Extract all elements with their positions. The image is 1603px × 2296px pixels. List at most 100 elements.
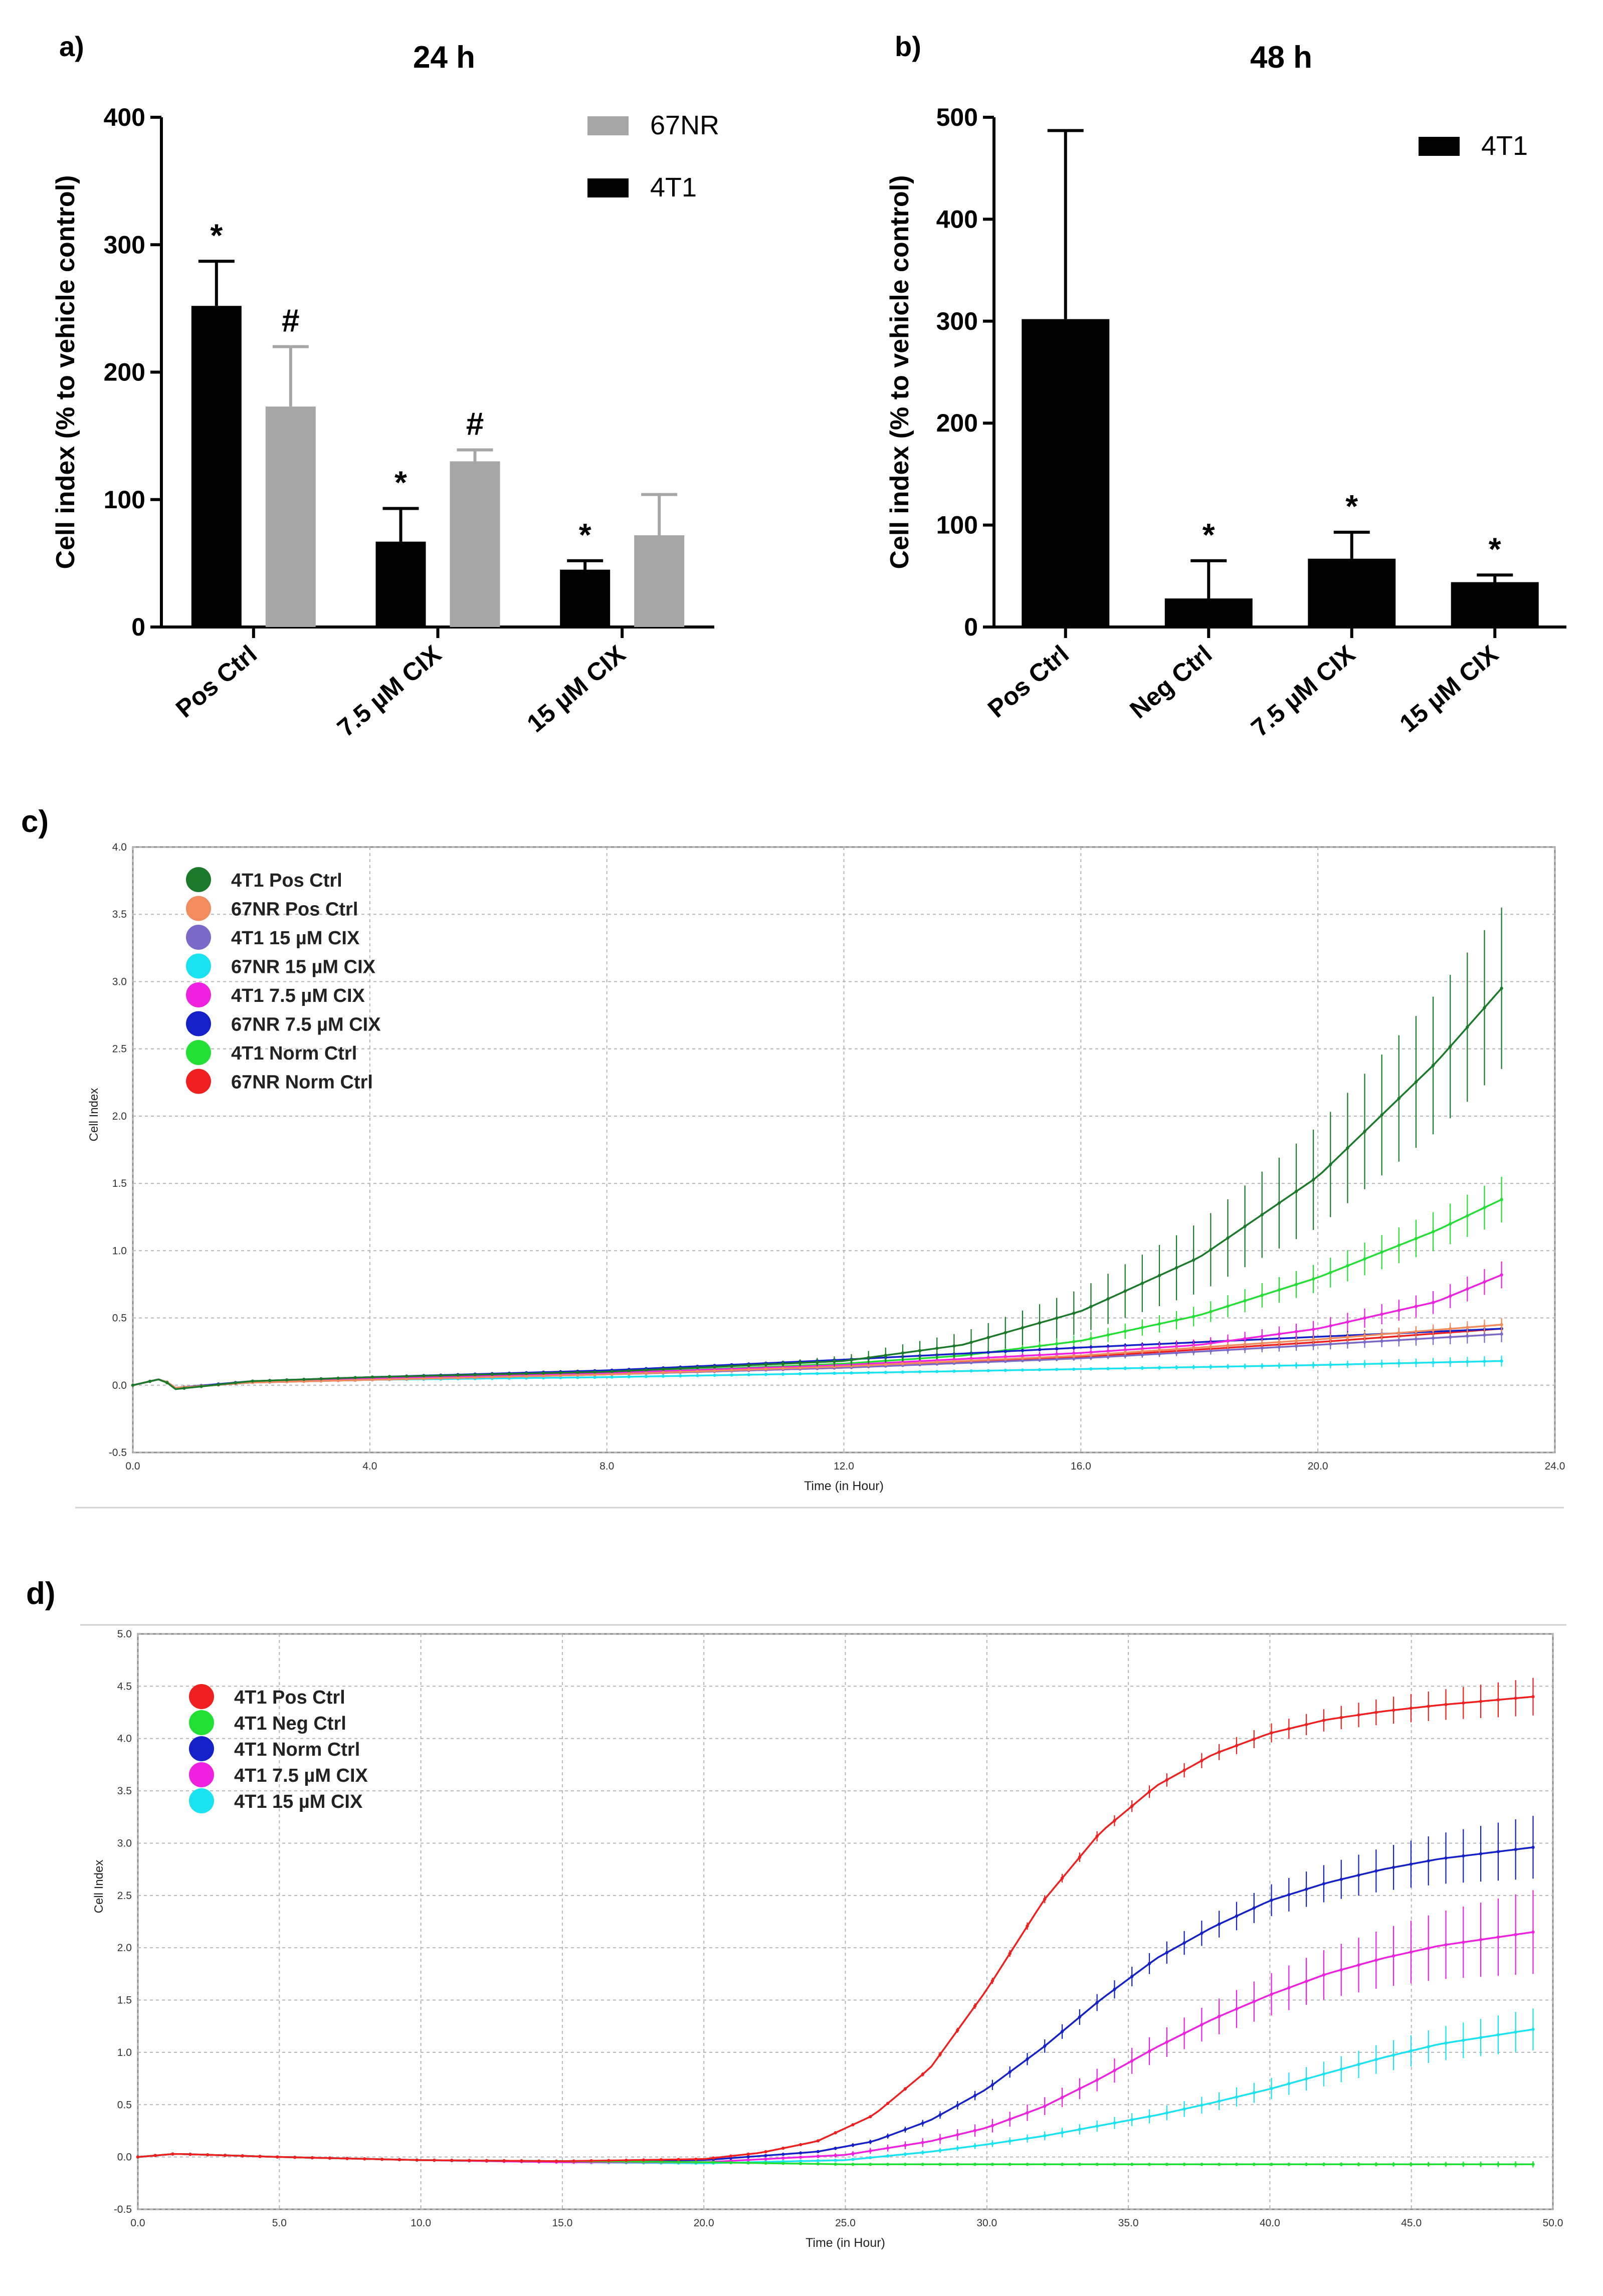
y-tick-label: -0.5 <box>114 2204 132 2215</box>
x-axis-label: Time (in Hour) <box>806 2236 885 2250</box>
y-tick-label: 0.0 <box>117 2152 132 2163</box>
y-tick-label: 0.0 <box>112 1380 127 1391</box>
y-tick-label: 2.5 <box>112 1043 127 1055</box>
significance-mark: * <box>394 465 407 501</box>
bar-4T1 <box>191 306 242 627</box>
bar-4T1 <box>560 569 611 627</box>
x-tick-label: 20.0 <box>694 2217 714 2229</box>
legend-label: 4T1 15 µM CIX <box>234 1791 363 1812</box>
legend-marker <box>189 1710 214 1735</box>
legend-marker <box>186 925 211 950</box>
y-tick-label: 300 <box>104 231 145 259</box>
legend-label: 67NR Norm Ctrl <box>231 1072 373 1093</box>
series-4T1-Pos-Ctrl <box>131 907 1503 1390</box>
chart-title: 48 h <box>1250 40 1312 75</box>
legend-marker <box>186 982 211 1007</box>
y-tick-label: 5.0 <box>117 1628 132 1640</box>
chart-c: 0.0 4.0 8.0 12.0 16.0 20.0 24.0 -0.5 0.0 0.5 1.0 1.… <box>87 842 1565 1493</box>
y-tick-label: 1.5 <box>117 1995 132 2006</box>
y-tick-label: 400 <box>104 103 145 131</box>
chart-title: 24 h <box>413 40 475 75</box>
x-tick-label: 0.0 <box>130 2217 145 2229</box>
bar-4T1 <box>375 541 426 627</box>
y-tick-label: 2.0 <box>117 1942 132 1954</box>
y-tick-label: 4.0 <box>112 842 127 853</box>
y-tick-label: 400 <box>936 205 978 233</box>
panel-label-d: d) <box>26 1576 56 1611</box>
x-axis-label: Time (in Hour) <box>804 1479 884 1493</box>
y-tick-label: 200 <box>104 358 145 386</box>
x-tick-label: 35.0 <box>1118 2217 1139 2229</box>
y-axis-label: Cell index (% to vehicle control) <box>51 175 80 569</box>
x-tick-label: Neg Ctrl <box>1124 640 1217 724</box>
legend-swatch <box>587 178 629 197</box>
legend-marker <box>186 953 211 979</box>
legend-label: 4T1 Neg Ctrl <box>234 1713 346 1734</box>
y-axis-label: Cell index (% to vehicle control) <box>885 175 914 569</box>
x-tick-label: 7.5 µM CIX <box>1246 640 1360 742</box>
y-tick-label: 300 <box>936 307 978 335</box>
x-tick-label: 7.5 µM CIX <box>332 640 446 742</box>
bar-67NR <box>634 535 685 627</box>
x-tick-label: 15.0 <box>552 2217 572 2229</box>
y-tick-label: 3.5 <box>117 1785 132 1797</box>
y-tick-label: 3.5 <box>112 909 127 920</box>
x-tick-label: 45.0 <box>1401 2217 1422 2229</box>
series-line <box>132 1324 1502 1389</box>
y-axis-label: Cell Index <box>87 1088 101 1142</box>
legend-label: 4T1 7.5 µM CIX <box>234 1765 368 1786</box>
legend-marker <box>189 1736 214 1761</box>
legend-label: 4T1 Norm Ctrl <box>234 1739 360 1760</box>
legend-label: 67NR 7.5 µM CIX <box>231 1014 381 1035</box>
x-tick-label: 15 µM CIX <box>1394 640 1504 738</box>
x-tick-label: 8.0 <box>599 1460 614 1472</box>
significance-mark: # <box>282 303 300 339</box>
y-tick-label: 1.0 <box>117 2047 132 2058</box>
legend-marker <box>186 896 211 921</box>
y-tick-label: 4.0 <box>117 1733 132 1745</box>
y-tick-label: 500 <box>936 103 978 131</box>
legend-label: 4T1 <box>650 172 697 202</box>
legend-label: 4T1 Norm Ctrl <box>231 1043 357 1064</box>
significance-mark: * <box>1489 531 1501 567</box>
y-tick-label: 1.5 <box>112 1178 127 1189</box>
y-tick-label: 3.0 <box>117 1837 132 1849</box>
bar-67NR <box>450 461 500 627</box>
legend-label: 67NR <box>650 110 719 140</box>
plot-frame <box>137 1633 1554 2210</box>
x-tick-label: Pos Ctrl <box>982 640 1074 723</box>
y-tick-label: 4.5 <box>117 1681 132 1692</box>
significance-mark: * <box>1203 517 1215 553</box>
y-tick-label: 200 <box>936 409 978 437</box>
y-tick-label: 100 <box>104 486 145 514</box>
series-4T1-Pos-Ctrl <box>136 1678 1535 2163</box>
series-line <box>137 1696 1533 2162</box>
x-tick-label: 25.0 <box>835 2217 856 2229</box>
y-tick-label: 0 <box>964 613 978 641</box>
significance-mark: * <box>1345 488 1358 524</box>
y-tick-label: 0.5 <box>117 2099 132 2111</box>
x-tick-label: 15 µM CIX <box>522 640 631 738</box>
y-tick-label: 2.0 <box>112 1111 127 1122</box>
y-tick-label: 2.5 <box>117 1890 132 1902</box>
y-axis-label: Cell Index <box>92 1860 106 1914</box>
panel-label-c: c) <box>21 804 49 839</box>
x-tick-label: 5.0 <box>272 2217 287 2229</box>
legend-marker <box>186 867 211 892</box>
legend-marker <box>186 1040 211 1065</box>
y-tick-label: 100 <box>936 511 978 539</box>
x-tick-label: 10.0 <box>411 2217 431 2229</box>
legend-marker <box>189 1684 214 1709</box>
significance-mark: * <box>210 217 223 253</box>
legend-marker <box>189 1788 214 1813</box>
bar-4T1 <box>1451 582 1539 627</box>
chart-d: 0.0 5.0 10.0 15.0 20.0 25.0 30.0 35.0 40.0 45.0 50… <box>92 1628 1563 2250</box>
legend-label: 4T1 Pos Ctrl <box>234 1687 345 1708</box>
legend-swatch <box>1419 137 1460 156</box>
x-tick-label: 50.0 <box>1543 2217 1563 2229</box>
legend-label: 4T1 15 µM CIX <box>231 928 360 949</box>
bar-4T1 <box>1308 558 1396 627</box>
legend-label: 67NR Pos Ctrl <box>231 899 358 920</box>
significance-mark: * <box>579 517 591 553</box>
bar-4T1 <box>1164 598 1253 627</box>
